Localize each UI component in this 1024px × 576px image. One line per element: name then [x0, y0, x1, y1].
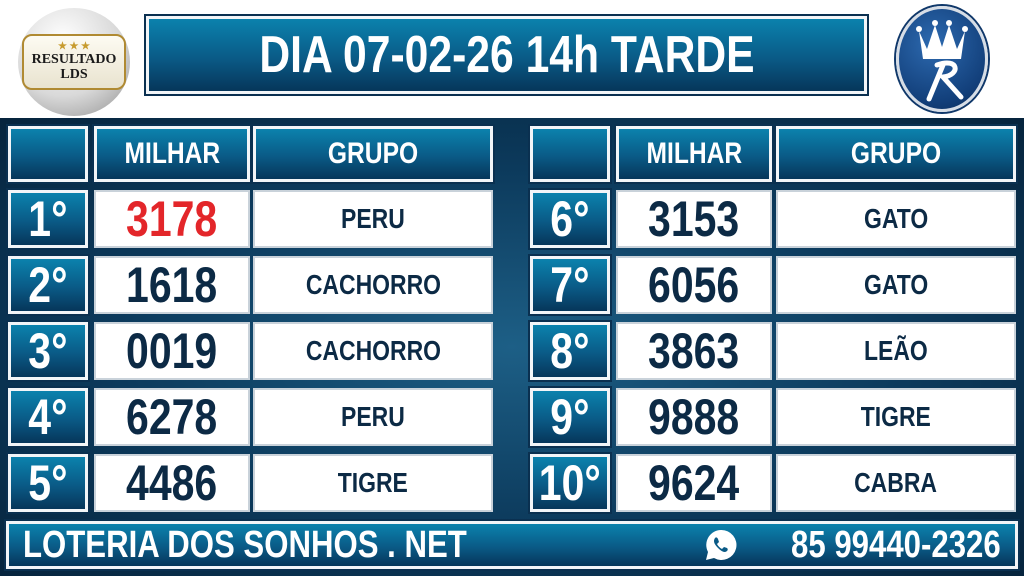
rank-cell: 7° [530, 256, 610, 314]
grupo-cell-text: PERU [341, 401, 405, 432]
milhar-cell-text: 6278 [126, 389, 218, 445]
grupo-cell: GATO [776, 256, 1016, 314]
milhar-cell-text: 9888 [648, 389, 740, 445]
rank-cell: 9° [530, 388, 610, 446]
header-milhar-text: MILHAR [124, 137, 220, 170]
milhar-cell: 1618 [94, 256, 250, 314]
rank-cell: 1° [8, 190, 88, 248]
grupo-cell: CACHORRO [253, 322, 493, 380]
grupo-cell: TIGRE [776, 388, 1016, 446]
header-milhar-text: MILHAR [646, 137, 742, 170]
rank-cell-text: 1° [28, 191, 68, 247]
rank-cell-text: 9° [550, 389, 590, 445]
rei-logo [896, 6, 988, 112]
grupo-cell: CABRA [776, 454, 1016, 512]
crown-r-icon [916, 20, 968, 102]
grupo-cell-text: CACHORRO [305, 335, 441, 366]
milhar-cell-text: 9624 [648, 455, 740, 511]
milhar-cell: 3153 [616, 190, 772, 248]
rank-cell-text: 8° [550, 323, 590, 379]
grupo-cell-text: GATO [863, 203, 929, 234]
rank-cell-text: 6° [550, 191, 590, 247]
milhar-cell: 3178 [94, 190, 250, 248]
milhar-cell-text: 4486 [126, 455, 218, 511]
rank-cell: 6° [530, 190, 610, 248]
grupo-cell: PERU [253, 388, 493, 446]
milhar-cell: 9888 [616, 388, 772, 446]
grupo-cell-text: CABRA [854, 467, 938, 498]
phone-number[interactable]: 85 99440-2326 [791, 523, 1001, 566]
resultado-lds-logo: ★ ★ ★ RESULTADO LDS [18, 8, 130, 116]
header-rank-cell [8, 126, 88, 182]
grupo-cell: CACHORRO [253, 256, 493, 314]
logo-text-1: RESULTADO [31, 52, 117, 67]
header-milhar: MILHAR [94, 126, 250, 182]
rank-cell-text: 3° [28, 323, 68, 379]
header-grupo-text: GRUPO [327, 137, 419, 170]
rank-cell: 8° [530, 322, 610, 380]
stars-icon: ★ ★ ★ [58, 41, 90, 52]
milhar-cell: 6056 [616, 256, 772, 314]
grupo-cell: TIGRE [253, 454, 493, 512]
milhar-cell: 9624 [616, 454, 772, 512]
grupo-cell: LEÃO [776, 322, 1016, 380]
rank-cell-text: 5° [28, 455, 68, 511]
rank-cell-text: 2° [28, 257, 68, 313]
title-text: DIA 07-02-26 14h TARDE [258, 26, 755, 84]
milhar-cell-text: 3863 [648, 323, 740, 379]
site-link[interactable]: LOTERIA DOS SONHOS . NET [23, 523, 467, 566]
rank-cell-text: 4° [28, 389, 68, 445]
page-title: DIA 07-02-26 14h TARDE [146, 16, 867, 94]
whatsapp-icon [706, 529, 737, 560]
rank-cell: 5° [8, 454, 88, 512]
milhar-cell-text: 1618 [126, 257, 218, 313]
header-grupo-text: GRUPO [850, 137, 942, 170]
header-rank-cell [530, 126, 610, 182]
milhar-cell-text: 6056 [648, 257, 740, 313]
milhar-cell-text: 3153 [648, 191, 740, 247]
grupo-cell-text: TIGRE [337, 467, 409, 498]
grupo-cell: GATO [776, 190, 1016, 248]
grupo-cell-text: PERU [341, 203, 405, 234]
rank-cell: 3° [8, 322, 88, 380]
rank-cell: 10° [530, 454, 610, 512]
rank-cell: 4° [8, 388, 88, 446]
grupo-cell-text: CACHORRO [305, 269, 441, 300]
milhar-cell-text: 3178 [126, 191, 218, 247]
header-grupo: GRUPO [253, 126, 493, 182]
header-milhar: MILHAR [616, 126, 772, 182]
grupo-cell-text: GATO [863, 269, 929, 300]
footer-banner: LOTERIA DOS SONHOS . NET 85 99440-2326 [6, 521, 1018, 569]
milhar-cell: 6278 [94, 388, 250, 446]
rank-cell-text: 10° [538, 455, 602, 511]
milhar-cell: 0019 [94, 322, 250, 380]
milhar-cell: 3863 [616, 322, 772, 380]
logo-plaque: ★ ★ ★ RESULTADO LDS [22, 34, 126, 90]
header-grupo: GRUPO [776, 126, 1016, 182]
rank-cell: 2° [8, 256, 88, 314]
logo-text-2: LDS [60, 67, 88, 82]
rank-cell-text: 7° [550, 257, 590, 313]
grupo-cell: PERU [253, 190, 493, 248]
milhar-cell-text: 0019 [126, 323, 218, 379]
milhar-cell: 4486 [94, 454, 250, 512]
grupo-cell-text: LEÃO [864, 335, 928, 366]
grupo-cell-text: TIGRE [860, 401, 932, 432]
